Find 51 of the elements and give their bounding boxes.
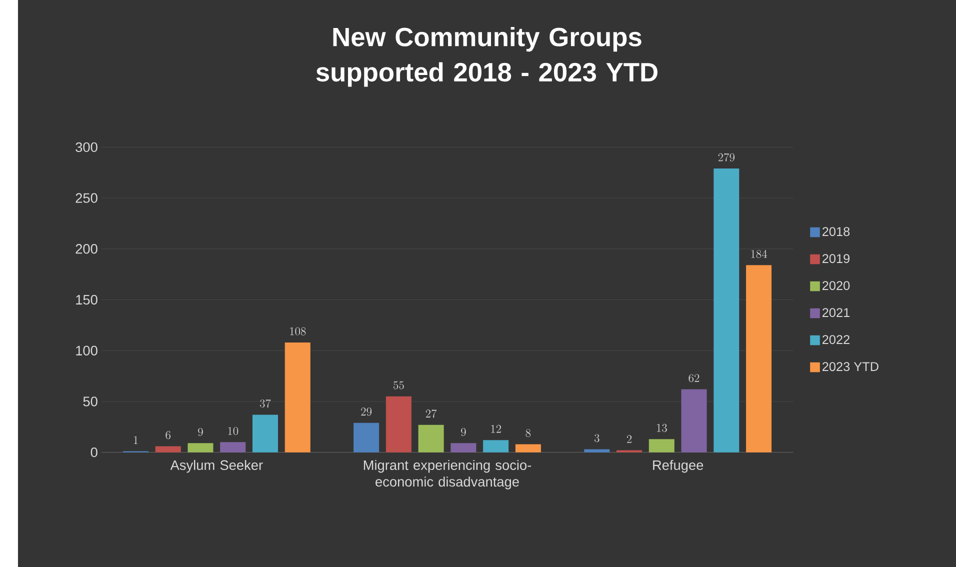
bar [648,439,674,452]
legend-label: 2020 [822,281,850,290]
data-label: 6 [166,430,170,440]
data-label: 3 [594,434,600,442]
y-tick-label: 250 [76,193,98,203]
legend-label: 2019 [822,254,850,264]
data-label: 29 [361,408,372,416]
x-tick-label: Asylum Seeker [170,460,263,473]
bar [483,440,509,452]
data-label: 12 [491,424,501,433]
data-label: 108 [290,327,306,336]
data-label: 55 [394,381,404,390]
data-label: 1 [134,436,138,444]
data-label: 62 [688,374,700,382]
data-label: 27 [426,409,437,418]
bar [584,449,610,452]
bar [155,446,181,452]
y-tick-label: 100 [76,346,98,356]
bar [450,443,476,452]
y-tick-label: 0 [90,447,98,458]
bar [515,444,541,452]
bar [714,168,740,452]
y-tick-label: 300 [76,142,98,152]
bar [354,422,380,452]
data-label: 279 [718,153,735,162]
bar [681,389,707,452]
x-tick-label: Migrant experiencing socio-economic disadvantage [364,460,532,490]
bar [746,265,772,452]
y-tick-label: 150 [76,294,98,305]
bar [386,396,412,452]
y-tick-label: 50 [83,396,98,406]
bar [220,442,246,452]
data-label: 8 [526,428,531,437]
data-label: 9 [461,428,466,436]
bar [284,342,310,452]
data-label: 13 [656,424,667,432]
bar [252,414,278,452]
data-label: 9 [198,428,203,436]
data-label: 10 [228,426,238,435]
data-label: 2 [626,435,632,443]
legend-label: 2021 [822,308,850,318]
y-tick-label: 200 [76,244,98,254]
chart-title: New Community Groups supported 2018 - 2023 YTD [316,26,658,87]
x-tick-label: Refugee [653,460,704,473]
bar [418,424,444,452]
bar [188,443,214,452]
legend-label: 2022 [822,335,850,344]
data-label: 37 [260,399,271,408]
legend-label: 2018 [822,227,850,236]
legend-label: 2023 YTD [822,362,878,372]
data-label: 184 [751,250,768,258]
